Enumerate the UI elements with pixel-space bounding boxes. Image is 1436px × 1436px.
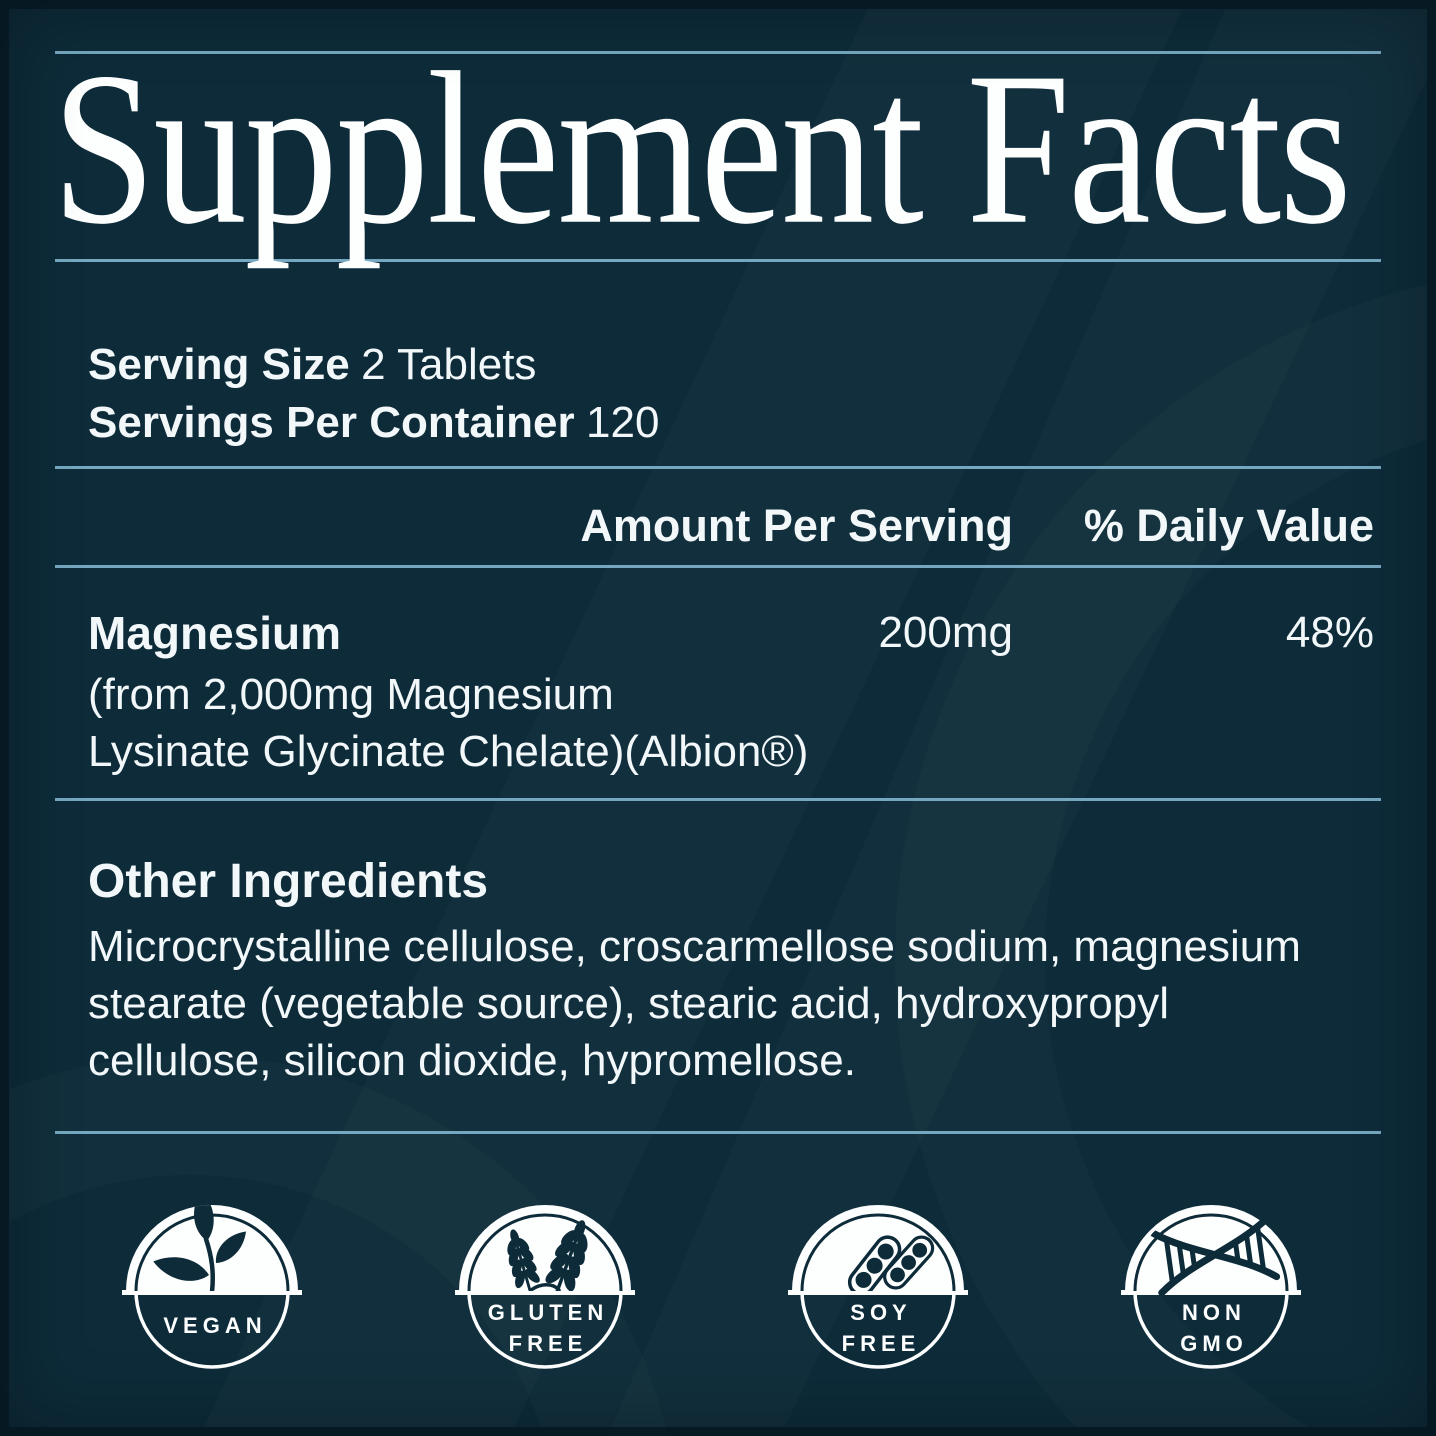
divider-line-below-title — [55, 259, 1381, 262]
nutrient-daily-value: 48% — [1285, 608, 1374, 657]
divider-line-below-headers — [55, 565, 1381, 568]
divider-line-below-serving — [55, 466, 1381, 469]
servings-per-container-label: Servings Per Container — [88, 398, 575, 447]
gluten-free-badge-label-line2: FREE — [509, 1331, 588, 1356]
gluten-free-badge-label-line1: GLUTEN — [488, 1300, 608, 1325]
amount-per-serving-header: Amount Per Serving — [580, 500, 1013, 551]
non-gmo-badge-label-line2: GMO — [1180, 1331, 1248, 1356]
servings-per-container-value: 120 — [586, 398, 660, 447]
soy-free-badge-label-line1: SOY — [850, 1300, 911, 1325]
dna-icon — [1149, 1213, 1281, 1297]
serving-size-row: Serving Size 2 Tablets — [88, 336, 659, 394]
daily-value-header: % Daily Value — [1083, 500, 1374, 551]
divider-line-below-nutrient — [55, 798, 1381, 801]
non-gmo-badge-label-line1: NON — [1182, 1300, 1246, 1325]
nutrient-detail: (from 2,000mg Magnesium Lysinate Glycinat… — [88, 666, 808, 780]
serving-info: Serving Size 2 Tablets Servings Per Conta… — [88, 336, 659, 452]
other-ingredients-text: Microcrystalline cellulose, croscarmello… — [88, 922, 1301, 1085]
soy-free-badge: SOY FREE — [788, 1205, 968, 1369]
servings-per-container-row: Servings Per Container 120 — [88, 394, 659, 452]
gluten-free-badge: GLUTEN FREE — [455, 1205, 635, 1369]
serving-size-label: Serving Size — [88, 340, 350, 389]
vegan-badge-label: VEGAN — [163, 1313, 266, 1338]
other-ingredients-heading: Other Ingredients — [88, 855, 489, 908]
wheat-icon — [496, 1212, 602, 1291]
nutrient-detail-line-2: Lysinate Glycinate Chelate)(Albion®) — [88, 727, 809, 776]
leaf-icon — [153, 1205, 247, 1291]
vegan-badge: VEGAN — [122, 1205, 302, 1369]
page-title: Supplement Facts — [52, 28, 1352, 270]
serving-size-value: 2 Tablets — [361, 340, 537, 389]
nutrient-name: Magnesium — [88, 607, 342, 659]
soy-free-badge-label-line2: FREE — [842, 1331, 921, 1356]
divider-line-below-ingredients — [55, 1131, 1381, 1134]
divider-line-top — [55, 51, 1381, 54]
nutrient-detail-line-1: (from 2,000mg Magnesium — [88, 670, 614, 719]
nutrient-amount: 200mg — [878, 608, 1013, 657]
non-gmo-badge: NON GMO — [1121, 1205, 1301, 1369]
